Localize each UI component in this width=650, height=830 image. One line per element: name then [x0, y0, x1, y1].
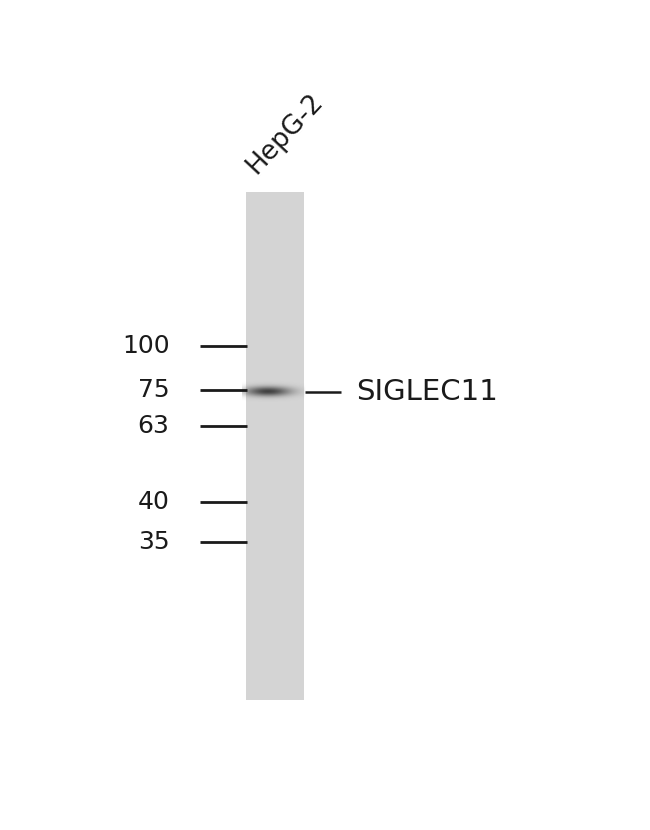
Text: 75: 75: [138, 378, 170, 403]
Bar: [246, 193, 304, 701]
Text: HepG-2: HepG-2: [241, 89, 328, 179]
Text: SIGLEC11: SIGLEC11: [356, 378, 498, 406]
Text: 100: 100: [122, 334, 170, 358]
Text: 40: 40: [138, 491, 170, 515]
Text: 63: 63: [138, 413, 170, 437]
Text: 35: 35: [138, 530, 170, 554]
